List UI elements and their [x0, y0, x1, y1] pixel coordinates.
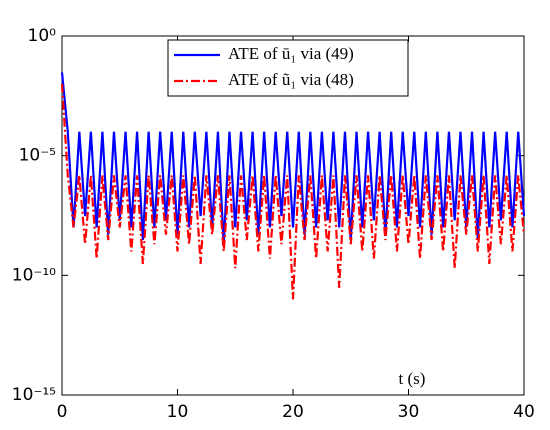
x-axis-label: t (s) — [399, 369, 426, 388]
y-tick-label: 10⁰ — [28, 26, 57, 46]
data-line — [60, 83, 526, 300]
x-tick-label: 10 — [167, 402, 189, 422]
y-tick-label: 10⁻¹⁵ — [12, 385, 56, 405]
x-tick-label: 20 — [282, 402, 304, 422]
y-tick-label: 10⁻¹⁰ — [12, 265, 56, 285]
legend-label: ATE of ũ₁ via (48) — [228, 70, 354, 89]
x-tick-label: 40 — [513, 402, 535, 422]
legend-box — [167, 39, 409, 97]
data-line — [60, 72, 526, 245]
legend-label: ATE of ū₁ via (49) — [228, 44, 354, 63]
x-tick-label: 0 — [57, 402, 68, 422]
x-tick-label: 30 — [398, 402, 420, 422]
y-tick-label: 10⁻⁵ — [19, 146, 56, 166]
